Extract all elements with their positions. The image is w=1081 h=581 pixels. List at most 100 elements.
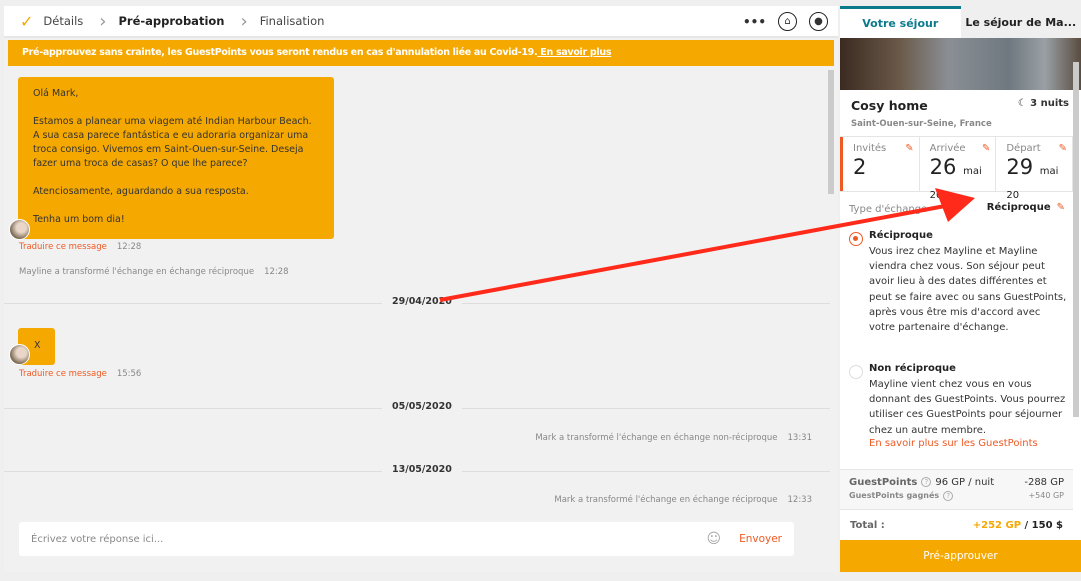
departure-field[interactable]: Départ 29 mai 20 ✎ <box>996 137 1074 201</box>
help-icon[interactable]: ? <box>943 491 954 501</box>
message-bubble: Olá Mark, Estamos a planear uma viagem a… <box>18 77 334 239</box>
message-line: Estamos a planear uma viagem até Indian … <box>33 116 312 169</box>
system-text: Mark a transformé l'échange en échange n… <box>535 433 778 443</box>
covid-banner: Pré-approuvez sans crainte, les GuestPoi… <box>8 40 834 66</box>
system-time: 13:31 <box>787 433 813 443</box>
system-message: Mayline a transformé l'échange en échang… <box>19 267 289 277</box>
date-separator: 13/05/2020 <box>4 464 830 475</box>
sidebar-scrollbar[interactable] <box>1073 62 1079 417</box>
translate-link[interactable]: Traduire ce message <box>19 369 107 379</box>
total-row: Total : +252 GP / 150 $ <box>840 509 1073 540</box>
date-label: 13/05/2020 <box>382 464 462 475</box>
gp-label: GuestPoints <box>849 477 918 488</box>
message-time: 12:28 <box>116 242 142 252</box>
translate-link[interactable]: Traduire ce message <box>19 242 107 252</box>
message-line: Olá Mark, <box>33 88 79 99</box>
pencil-icon[interactable]: ✎ <box>1056 202 1065 213</box>
system-message: Mark a transformé l'échange en échange r… <box>554 495 812 505</box>
nights: ☾ 3 nuits <box>1018 98 1069 109</box>
avatar <box>9 344 30 365</box>
system-text: Mark a transformé l'échange en échange r… <box>554 495 778 505</box>
radio-selected[interactable] <box>849 232 863 246</box>
system-time: 12:33 <box>787 495 813 505</box>
exchange-type-text: Réciproque <box>986 202 1051 213</box>
total-label: Total : <box>850 519 885 531</box>
step-label: Finalisation <box>259 14 325 28</box>
more-dots-icon[interactable]: ••• <box>742 14 766 29</box>
total-gp: +252 GP <box>972 519 1022 531</box>
pencil-icon[interactable]: ✎ <box>981 143 991 154</box>
step-details[interactable]: ✓ Détails <box>20 12 83 31</box>
field-label: Arrivée <box>929 143 966 154</box>
guestpoints-link[interactable]: En savoir plus sur les GuestPoints <box>869 437 1038 449</box>
system-time: 12:28 <box>264 267 289 277</box>
home-location: Saint-Ouen-sur-Seine, France <box>851 119 992 129</box>
home-icon[interactable]: ⌂ <box>778 12 797 31</box>
date-separator: 05/05/2020 <box>4 401 830 412</box>
exchange-type-value[interactable]: Réciproque ✎ <box>987 202 1065 213</box>
reply-box: Écrivez votre réponse ici... ☺ Envoyer <box>19 522 794 556</box>
gp-rate: 96 GP / nuit <box>935 477 995 488</box>
option-title: Réciproque <box>869 230 933 241</box>
step-label: Détails <box>43 14 84 28</box>
option-reciprocal[interactable]: Réciproque Vous irez chez Mayline et May… <box>849 230 1069 335</box>
arrival-field[interactable]: Arrivée 26 mai 20 ✎ <box>920 137 997 201</box>
option-desc: Vous irez chez Mayline et Mayline viendr… <box>869 246 1067 334</box>
nights-count: 3 nuits <box>1030 98 1069 109</box>
exchange-type-label: Type d'échange <box>849 204 928 215</box>
pre-approve-button[interactable]: Pré-approuver <box>840 540 1081 572</box>
home-title: Cosy home <box>851 98 928 113</box>
home-photo <box>840 38 1081 90</box>
option-desc: Mayline vient chez vous en vous donnant … <box>869 379 1066 436</box>
learn-more-link[interactable]: En savoir plus <box>537 47 612 58</box>
guestpoints-summary: GuestPoints? 96 GP / nuit -288 GP GuestPoi… <box>840 469 1073 509</box>
option-title: Non réciproque <box>869 363 956 374</box>
tab-partner-stay[interactable]: Le séjour de Ma... <box>960 6 1081 38</box>
tab-your-stay[interactable]: Votre séjour <box>840 6 961 38</box>
banner-text: Pré-approuvez sans crainte, les GuestPoi… <box>22 47 538 58</box>
send-button[interactable]: Envoyer <box>739 533 782 545</box>
message-line: Tenha um bom dia! <box>33 214 125 225</box>
guests-field[interactable]: Invités 2 ✎ <box>840 137 920 191</box>
total-sep: / <box>1021 519 1032 531</box>
step-label: Pré-approbation <box>118 14 225 28</box>
field-value: 2 <box>853 155 867 179</box>
step-preapproval[interactable]: › Pré-approbation <box>99 11 224 32</box>
conversation-panel: ✓ Détails › Pré-approbation › Finalisation … <box>4 6 838 572</box>
message-meta: Traduire ce message 15:56 <box>19 369 141 379</box>
system-message: Mark a transformé l'échange en échange n… <box>535 433 812 443</box>
field-day: 26 <box>929 155 957 179</box>
date-label: 05/05/2020 <box>382 401 462 412</box>
option-non-reciprocal[interactable]: Non réciproque Mayline vient chez vous e… <box>849 363 1069 449</box>
chat-scrollbar[interactable] <box>828 70 834 194</box>
pencil-icon[interactable]: ✎ <box>905 143 914 154</box>
step-finalisation[interactable]: › Finalisation <box>240 11 324 32</box>
gp-earned: +540 GP <box>1028 491 1064 500</box>
user-icon[interactable]: ● <box>809 12 828 31</box>
field-month: mai 20 <box>1006 166 1059 201</box>
pencil-icon[interactable]: ✎ <box>1058 143 1068 154</box>
total-usd: 150 $ <box>1031 519 1063 531</box>
radio-unselected[interactable] <box>849 365 863 379</box>
message-time: 15:56 <box>116 369 142 379</box>
field-label: Invités <box>853 143 887 154</box>
date-label: 29/04/2020 <box>382 296 462 307</box>
message-meta: Traduire ce message 12:28 <box>19 242 141 252</box>
gp-amount: -288 GP <box>1024 477 1064 488</box>
gp-earned-label: GuestPoints gagnés <box>849 491 940 500</box>
moon-icon: ☾ <box>1017 98 1027 109</box>
chevron-right-icon: › <box>240 10 248 32</box>
message-text: X <box>34 340 41 351</box>
reply-input[interactable]: Écrivez votre réponse ici... <box>31 533 164 545</box>
emoji-icon[interactable]: ☺ <box>706 531 722 547</box>
help-icon[interactable]: ? <box>921 477 932 487</box>
progress-steps: ✓ Détails › Pré-approbation › Finalisation … <box>4 6 838 38</box>
date-separator: 29/04/2020 <box>4 296 830 307</box>
field-day: 29 <box>1006 155 1034 179</box>
field-label: Départ <box>1006 143 1041 154</box>
check-icon: ✓ <box>20 11 34 31</box>
stay-panel: Votre séjour Le séjour de Ma... Cosy hom… <box>840 6 1081 572</box>
message-line: Atenciosamente, aguardando a sua respost… <box>33 186 249 197</box>
avatar <box>9 219 30 240</box>
chevron-right-icon: › <box>99 10 107 32</box>
